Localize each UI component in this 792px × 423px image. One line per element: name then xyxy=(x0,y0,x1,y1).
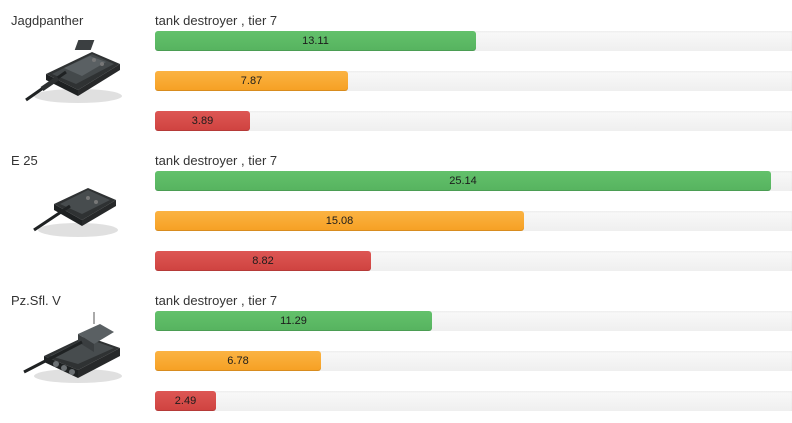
stat-bar-orange: 15.08 xyxy=(155,211,524,231)
stat-bar-track: 7.87 xyxy=(155,71,792,91)
tank-class-tier: tank destroyer , tier 7 xyxy=(155,293,278,308)
stat-bar-track: 6.78 xyxy=(155,351,792,371)
jagdpanther-tank-icon xyxy=(25,40,122,103)
stat-bar-track: 25.14 xyxy=(155,171,792,191)
stat-bar-track: 15.08 xyxy=(155,211,792,231)
stat-bar-track: 8.82 xyxy=(155,251,792,271)
stat-bar-track: 13.11 xyxy=(155,31,792,51)
stat-bar-track: 3.89 xyxy=(155,111,792,131)
tank-name: Pz.Sfl. V xyxy=(11,293,61,308)
stat-bar-red: 3.89 xyxy=(155,111,250,131)
tank-row-pzsfl-v: Pz.Sfl. V tank destroyer , tier 7 11.29 … xyxy=(0,280,792,420)
tank-name: Jagdpanther xyxy=(11,13,84,28)
tank-row-jagdpanther: Jagdpanther tank destroyer , tier 7 13.1… xyxy=(0,0,792,140)
stat-bar-red: 2.49 xyxy=(155,391,216,411)
tank-row-e25: E 25 tank destroyer , tier 7 25.14 15.08… xyxy=(0,140,792,280)
stat-bar-green: 25.14 xyxy=(155,171,771,191)
stat-bar-track: 2.49 xyxy=(155,391,792,411)
tank-class-tier: tank destroyer , tier 7 xyxy=(155,153,278,168)
tank-class-tier: tank destroyer , tier 7 xyxy=(155,13,278,28)
stat-bar-orange: 7.87 xyxy=(155,71,348,91)
stat-bar-track: 11.29 xyxy=(155,311,792,331)
tank-name: E 25 xyxy=(11,153,38,168)
pzsfl-v-tank-icon xyxy=(23,312,122,383)
stat-bar-orange: 6.78 xyxy=(155,351,321,371)
e25-tank-icon xyxy=(33,188,118,237)
stat-bar-green: 13.11 xyxy=(155,31,476,51)
stat-bar-green: 11.29 xyxy=(155,311,432,331)
stat-bar-red: 8.82 xyxy=(155,251,371,271)
